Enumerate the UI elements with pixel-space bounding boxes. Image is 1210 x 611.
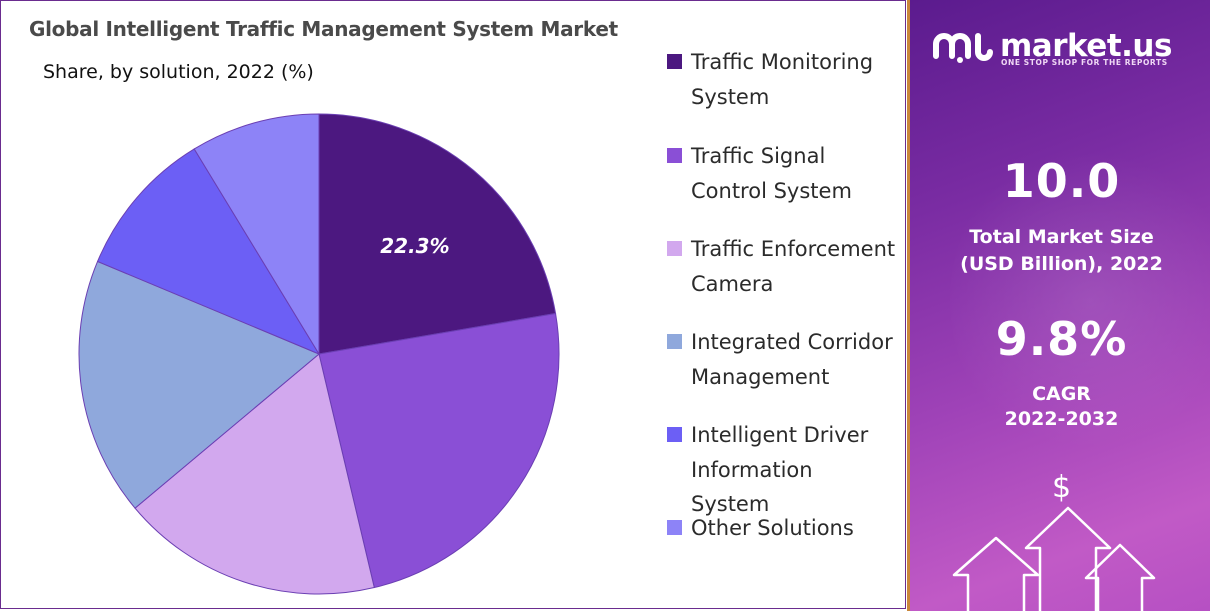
pie-slice-1 — [318, 312, 560, 589]
legend-swatch — [667, 241, 682, 256]
pie-slice-3 — [78, 260, 320, 509]
cagr-label: CAGR — [1032, 383, 1091, 405]
legend-item: Traffic Enforcement Camera — [667, 232, 896, 301]
legend-swatch — [667, 148, 682, 163]
market-size-label-2: (USD Billion), 2022 — [960, 253, 1163, 275]
pie-slice-5 — [193, 113, 320, 356]
brand-logo: market.us — [930, 26, 1172, 66]
legend-item: Traffic Signal Control System — [667, 139, 896, 208]
legend-item: Intelligent Driver Information System — [667, 418, 896, 522]
chart-frame: Global Intelligent Traffic Management Sy… — [0, 0, 906, 609]
legend-swatch — [667, 520, 682, 535]
panel-glow — [950, 140, 1210, 460]
brand-tagline: ONE STOP SHOP FOR THE REPORTS — [1001, 58, 1168, 67]
brand-icon — [933, 33, 993, 63]
chart-title: Global Intelligent Traffic Management Sy… — [29, 17, 618, 41]
growth-arrows-icon — [952, 506, 1156, 611]
pie-slice-0 — [318, 113, 557, 355]
cagr-value: 9.8% — [995, 312, 1128, 366]
legend-label: Traffic Enforcement Camera — [691, 237, 896, 296]
legend-label: Other Solutions — [691, 516, 854, 540]
legend-swatch — [667, 54, 682, 69]
legend-label: Intelligent Driver Information System — [691, 423, 869, 516]
market-size-value: 10.0 — [1002, 154, 1121, 208]
legend-label: Traffic Signal Control System — [691, 144, 852, 203]
dollar-icon: $ — [1052, 470, 1072, 505]
legend-label: Integrated Corridor Management — [691, 330, 893, 389]
legend-item: Other Solutions — [667, 511, 896, 546]
brand-name: market.us — [1000, 28, 1172, 64]
pie-slice-2 — [134, 353, 375, 595]
side-panel: market.us ONE STOP SHOP FOR THE REPORTS … — [907, 0, 1210, 611]
legend-item: Traffic Monitoring System — [667, 45, 896, 114]
chart-subtitle: Share, by solution, 2022 (%) — [43, 61, 314, 83]
legend-swatch — [667, 334, 682, 349]
pie-chart: 22.3% — [78, 113, 560, 595]
cagr-period: 2022-2032 — [1004, 408, 1119, 430]
pie-slice-label-0: 22.3% — [380, 234, 449, 258]
legend-swatch — [667, 427, 682, 442]
legend-item: Integrated Corridor Management — [667, 325, 896, 394]
market-size-label-1: Total Market Size — [969, 226, 1154, 248]
legend-label: Traffic Monitoring System — [691, 50, 874, 109]
pie-slice-4 — [96, 148, 321, 356]
